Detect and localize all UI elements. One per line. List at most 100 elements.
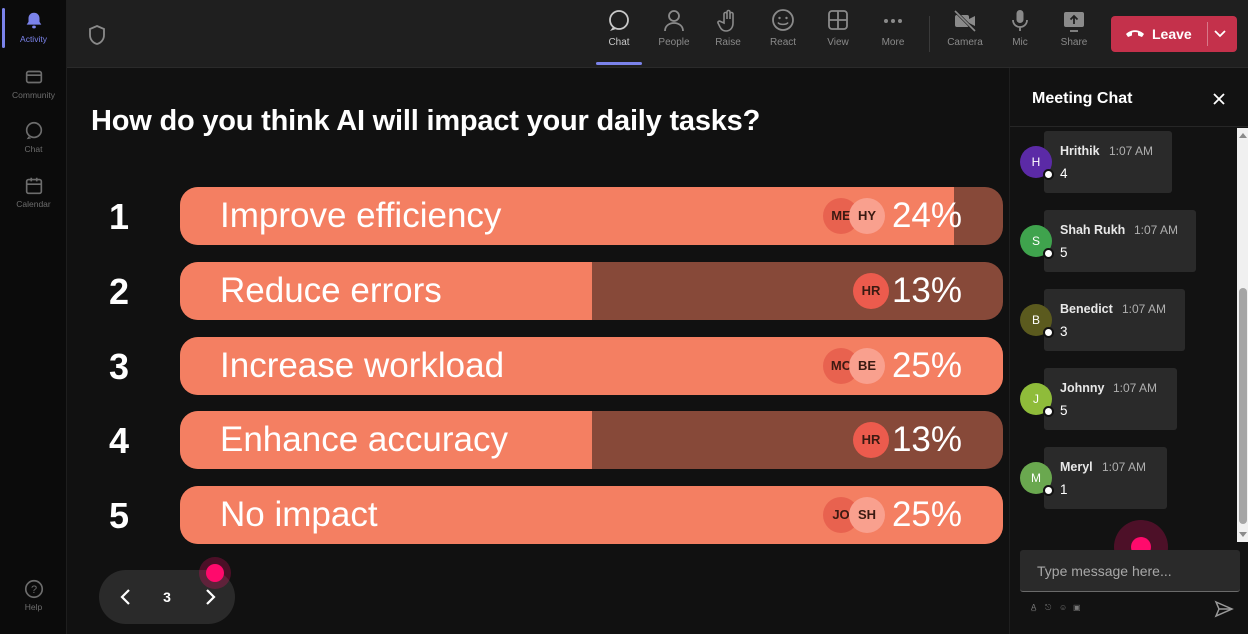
camera-label: Camera <box>947 37 983 48</box>
sender-avatar[interactable]: J <box>1020 383 1054 417</box>
rail-item-activity[interactable]: Activity <box>0 10 67 44</box>
option-percentage: 25% <box>891 495 962 534</box>
view-label: View <box>827 37 849 48</box>
bell-icon <box>26 12 41 29</box>
avatar-initial: M <box>1031 471 1041 485</box>
chat-message[interactable]: Shah Rukh 1:07 AM 5 <box>1044 210 1196 272</box>
poll-option-bar[interactable]: No impact 25% JO SH <box>180 486 1003 544</box>
sender-avatar[interactable]: H <box>1020 146 1054 180</box>
mic-button[interactable]: Mic <box>994 8 1046 48</box>
message-body: 4 <box>1060 166 1068 181</box>
presence-status-indicator <box>1043 248 1054 259</box>
chat-button[interactable]: Chat <box>593 8 645 48</box>
chat-message[interactable]: Benedict 1:07 AM 3 <box>1044 289 1185 351</box>
rail-item-calendar[interactable]: Calendar <box>0 175 67 209</box>
more-button[interactable]: More <box>867 8 919 48</box>
rail-item-help[interactable]: ? Help <box>0 578 67 612</box>
chevron-left-icon[interactable] <box>117 587 135 607</box>
presence-status-indicator <box>1043 406 1054 417</box>
camera-button[interactable]: Camera <box>939 8 991 48</box>
message-timestamp: 1:07 AM <box>1134 223 1179 237</box>
presence-status-indicator <box>1043 169 1054 180</box>
message-timestamp: 1:07 AM <box>1102 460 1147 474</box>
chat-icon <box>25 121 42 140</box>
message-body: 5 <box>1060 245 1068 260</box>
gif-icon[interactable]: ▣ <box>1073 603 1081 612</box>
send-icon[interactable] <box>1214 600 1234 618</box>
poll-option-bar[interactable]: Reduce errors 13% HR <box>180 262 1003 320</box>
chat-active-indicator <box>596 62 642 65</box>
message-sender: Shah Rukh <box>1060 223 1126 237</box>
voter-avatar: BE <box>849 348 885 384</box>
chat-panel-title: Meeting Chat <box>1032 90 1133 107</box>
sender-avatar[interactable]: B <box>1020 304 1054 338</box>
people-button[interactable]: People <box>648 8 700 48</box>
voter-avatar: SH <box>849 497 885 533</box>
poll-option-bar[interactable]: Enhance accuracy 13% HR <box>180 411 1003 469</box>
meeting-chat-panel: Meeting Chat Hrithik 1:07 AM 4 H Shah Rukh 1:… <box>1009 68 1248 634</box>
option-result-fill <box>180 411 592 469</box>
chat-message[interactable]: Johnny 1:07 AM 5 <box>1044 368 1177 430</box>
raise-hand-button[interactable]: Raise <box>702 8 754 48</box>
presence-status-indicator <box>1043 485 1054 496</box>
rail-item-label: Chat <box>24 144 43 154</box>
chat-message[interactable]: Meryl 1:07 AM 1 <box>1044 447 1167 509</box>
option-label: Enhance accuracy <box>220 420 508 459</box>
rail-item-label: Community <box>12 90 55 100</box>
option-label: Increase workload <box>220 346 505 385</box>
emoji-icon[interactable]: ☺ <box>1059 603 1068 612</box>
message-body: 5 <box>1060 403 1068 418</box>
chat-message[interactable]: Hrithik 1:07 AM 4 <box>1044 131 1172 193</box>
share-button[interactable]: Share <box>1048 8 1100 48</box>
avatar-initial: S <box>1031 234 1040 248</box>
shield-icon[interactable] <box>87 24 107 46</box>
poll-option-bar[interactable]: Improve efficiency 24% ME HY <box>180 187 1003 245</box>
message-sender: Benedict <box>1060 302 1113 316</box>
people-icon <box>664 10 684 32</box>
option-percentage: 25% <box>891 346 962 385</box>
page-number: 3 <box>163 589 171 605</box>
more-label: More <box>881 37 905 48</box>
attach-icon[interactable]: ⎋ <box>1045 603 1052 612</box>
meeting-toolbar: Chat People Raise React View More Camera <box>67 0 1248 68</box>
avatar-initial: J <box>1033 392 1039 406</box>
more-icon <box>884 19 902 23</box>
leave-button[interactable]: Leave <box>1111 16 1237 52</box>
share-screen-icon <box>1064 12 1084 32</box>
rail-item-label: Activity <box>20 34 47 44</box>
rail-item-chat[interactable]: Chat <box>0 120 67 154</box>
close-icon[interactable] <box>1210 90 1228 108</box>
option-percentage: 13% <box>891 420 962 459</box>
option-label: Improve efficiency <box>220 196 502 235</box>
rail-active-indicator <box>2 8 5 48</box>
message-body: 1 <box>1060 482 1068 497</box>
chevron-right-icon[interactable] <box>201 587 219 607</box>
message-sender: Johnny <box>1060 381 1105 395</box>
sender-avatar[interactable]: S <box>1020 225 1054 259</box>
message-input[interactable] <box>1020 550 1240 592</box>
chat-scrollbar-thumb[interactable] <box>1239 288 1247 524</box>
poll-option-bar[interactable]: Increase workload 25% MC BE <box>180 337 1003 395</box>
presence-status-indicator <box>1043 327 1054 338</box>
scroll-down-icon[interactable] <box>1239 530 1247 538</box>
format-icon[interactable]: A̲ <box>1031 603 1037 612</box>
voter-avatar: HR <box>853 422 889 458</box>
avatar-initial: H <box>1031 155 1041 169</box>
scroll-up-icon[interactable] <box>1239 132 1247 140</box>
chat-icon <box>609 10 629 31</box>
rail-item-community[interactable]: Community <box>0 66 67 100</box>
community-icon <box>25 70 42 84</box>
message-sender: Meryl <box>1060 460 1093 474</box>
view-button[interactable]: View <box>812 8 864 48</box>
mic-label: Mic <box>1012 37 1028 48</box>
voter-avatar: HY <box>849 198 885 234</box>
message-timestamp: 1:07 AM <box>1113 381 1158 395</box>
sender-avatar[interactable]: M <box>1020 462 1054 496</box>
toolbar-divider <box>929 16 930 52</box>
option-number: 1 <box>108 196 130 237</box>
option-number: 5 <box>108 495 130 536</box>
react-button[interactable]: React <box>757 8 809 48</box>
chevron-down-icon[interactable] <box>1213 28 1227 38</box>
message-sender: Hrithik <box>1060 144 1100 158</box>
